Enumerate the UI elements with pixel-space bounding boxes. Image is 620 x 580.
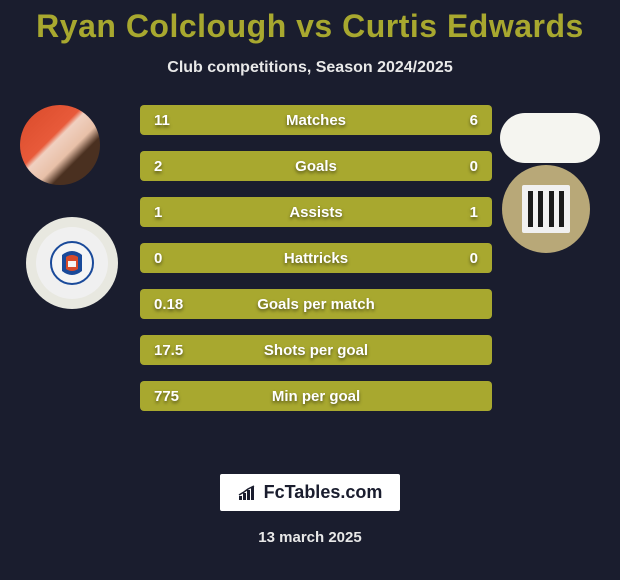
stat-left-value: 17.5	[140, 342, 210, 359]
footer-date: 13 march 2025	[0, 529, 620, 546]
comparison-area: 11 Matches 6 2 Goals 0 1 Assists 1 0 Hat…	[0, 105, 620, 411]
stat-row-hattricks: 0 Hattricks 0	[140, 243, 492, 273]
brand-text: FcTables.com	[264, 482, 383, 503]
stat-row-assists: 1 Assists 1	[140, 197, 492, 227]
club-right-badge-inner	[522, 185, 570, 233]
stat-left-value: 0.18	[140, 296, 210, 313]
brand-inner: FcTables.com	[238, 482, 383, 503]
fctables-logo-icon	[238, 485, 258, 501]
stat-row-matches: 11 Matches 6	[140, 105, 492, 135]
stat-row-goals: 2 Goals 0	[140, 151, 492, 181]
page-title: Ryan Colclough vs Curtis Edwards	[0, 0, 620, 45]
stat-left-value: 1	[140, 204, 210, 221]
stat-right-value: 6	[422, 112, 492, 129]
stat-rows: 11 Matches 6 2 Goals 0 1 Assists 1 0 Hat…	[140, 105, 492, 411]
brand-box: FcTables.com	[220, 474, 401, 511]
chesterfield-badge-icon	[50, 241, 94, 285]
player-left-avatar	[20, 105, 100, 185]
club-left-badge	[26, 217, 118, 309]
stat-right-value: 0	[422, 250, 492, 267]
page-subtitle: Club competitions, Season 2024/2025	[0, 59, 620, 77]
stat-label: Min per goal	[210, 388, 422, 405]
stat-label: Assists	[210, 204, 422, 221]
stat-row-min-per-goal: 775 Min per goal	[140, 381, 492, 411]
stat-right-value: 1	[422, 204, 492, 221]
stat-left-value: 11	[140, 112, 210, 129]
footer: FcTables.com 13 march 2025	[0, 474, 620, 546]
stat-label: Shots per goal	[210, 342, 422, 359]
stat-label: Goals	[210, 158, 422, 175]
stat-right-value: 0	[422, 158, 492, 175]
stat-left-value: 0	[140, 250, 210, 267]
notts-stripes-icon	[528, 191, 564, 227]
stat-row-goals-per-match: 0.18 Goals per match	[140, 289, 492, 319]
stat-left-value: 775	[140, 388, 210, 405]
stat-left-value: 2	[140, 158, 210, 175]
stat-label: Matches	[210, 112, 422, 129]
stat-label: Hattricks	[210, 250, 422, 267]
stat-row-shots-per-goal: 17.5 Shots per goal	[140, 335, 492, 365]
player-right-avatar	[500, 113, 600, 163]
club-right-badge	[502, 165, 590, 253]
club-left-badge-inner	[36, 227, 108, 299]
stat-label: Goals per match	[210, 296, 422, 313]
